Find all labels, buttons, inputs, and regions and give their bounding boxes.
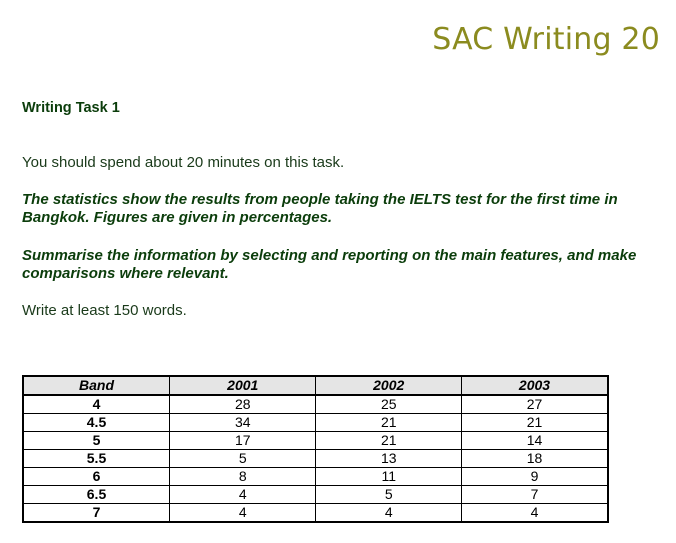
- value-cell-2003: 9: [460, 467, 609, 486]
- column-header-2002: 2002: [315, 375, 462, 396]
- column-header-2001: 2001: [168, 375, 317, 396]
- band-cell: 6: [22, 467, 170, 486]
- value-cell-2002: 13: [315, 449, 462, 468]
- band-cell: 6.5: [22, 485, 170, 504]
- table-row: 5 17 21 14: [22, 431, 609, 450]
- value-cell-2003: 18: [460, 449, 609, 468]
- band-cell: 7: [22, 503, 170, 523]
- table-row: 4 28 25 27: [22, 394, 609, 414]
- results-table: Band 2001 2002 2003 4 28 25 27 4.5 34 21 21 5 17 2…: [22, 375, 609, 523]
- value-cell-2002: 25: [315, 394, 462, 414]
- table-row: 6.5 4 5 7: [22, 485, 609, 504]
- value-cell-2001: 34: [168, 413, 317, 432]
- band-cell: 5.5: [22, 449, 170, 468]
- task-title: Writing Task 1: [22, 100, 120, 116]
- value-cell-2003: 14: [460, 431, 609, 450]
- value-cell-2002: 4: [315, 503, 462, 523]
- task-prompt: The statistics show the results from peo…: [22, 191, 618, 226]
- table-row: 6 8 11 9: [22, 467, 609, 486]
- brand-title: SAC Writing 20: [432, 22, 660, 57]
- value-cell-2003: 21: [460, 413, 609, 432]
- time-note: You should spend about 20 minutes on thi…: [22, 154, 345, 171]
- value-cell-2001: 5: [168, 449, 317, 468]
- value-cell-2003: 4: [460, 503, 609, 523]
- table-body: 4 28 25 27 4.5 34 21 21 5 17 21 14 5.5 5 13 18 6 8 11 9 6.5 4…: [22, 394, 609, 523]
- value-cell-2002: 21: [315, 413, 462, 432]
- value-cell-2003: 27: [460, 394, 609, 414]
- column-header-2003: 2003: [460, 375, 609, 396]
- value-cell-2001: 4: [168, 503, 317, 523]
- value-cell-2001: 28: [168, 394, 317, 414]
- band-cell: 4.5: [22, 413, 170, 432]
- word-count-note: Write at least 150 words.: [22, 302, 187, 319]
- table-row: 5.5 5 13 18: [22, 449, 609, 468]
- value-cell-2002: 21: [315, 431, 462, 450]
- column-header-band: Band: [22, 375, 170, 396]
- value-cell-2003: 7: [460, 485, 609, 504]
- band-cell: 5: [22, 431, 170, 450]
- value-cell-2001: 4: [168, 485, 317, 504]
- table-header-row: Band 2001 2002 2003: [22, 375, 609, 396]
- value-cell-2002: 11: [315, 467, 462, 486]
- band-cell: 4: [22, 394, 170, 414]
- table-row: 4.5 34 21 21: [22, 413, 609, 432]
- value-cell-2002: 5: [315, 485, 462, 504]
- value-cell-2001: 17: [168, 431, 317, 450]
- value-cell-2001: 8: [168, 467, 317, 486]
- task-instruction: Summarise the information by selecting a…: [22, 247, 637, 282]
